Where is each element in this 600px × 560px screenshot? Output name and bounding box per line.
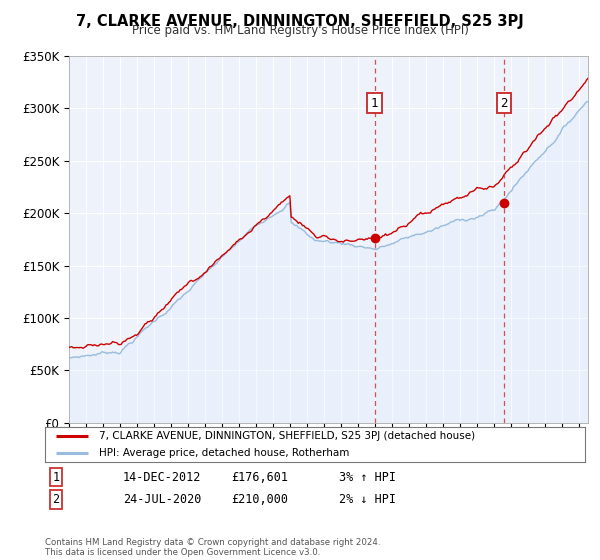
Text: £210,000: £210,000 (231, 493, 288, 506)
Text: 3% ↑ HPI: 3% ↑ HPI (339, 470, 396, 484)
Text: 1: 1 (371, 97, 379, 110)
Text: 14-DEC-2012: 14-DEC-2012 (123, 470, 202, 484)
Text: 24-JUL-2020: 24-JUL-2020 (123, 493, 202, 506)
Text: 1: 1 (52, 470, 59, 484)
Text: 2% ↓ HPI: 2% ↓ HPI (339, 493, 396, 506)
Text: 2: 2 (52, 493, 59, 506)
Text: 2: 2 (500, 97, 508, 110)
Text: £176,601: £176,601 (231, 470, 288, 484)
Text: 7, CLARKE AVENUE, DINNINGTON, SHEFFIELD, S25 3PJ (detached house): 7, CLARKE AVENUE, DINNINGTON, SHEFFIELD,… (99, 431, 475, 441)
Text: Price paid vs. HM Land Registry's House Price Index (HPI): Price paid vs. HM Land Registry's House … (131, 24, 469, 37)
Text: HPI: Average price, detached house, Rotherham: HPI: Average price, detached house, Roth… (99, 449, 349, 458)
Text: 7, CLARKE AVENUE, DINNINGTON, SHEFFIELD, S25 3PJ: 7, CLARKE AVENUE, DINNINGTON, SHEFFIELD,… (76, 14, 524, 29)
Text: Contains HM Land Registry data © Crown copyright and database right 2024.
This d: Contains HM Land Registry data © Crown c… (45, 538, 380, 557)
